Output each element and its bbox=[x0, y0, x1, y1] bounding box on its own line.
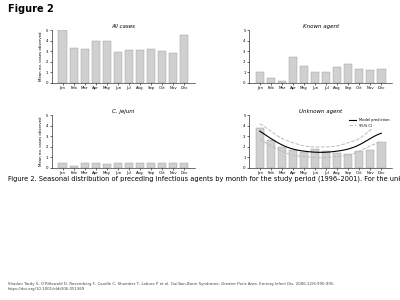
Bar bbox=[344, 64, 352, 83]
Bar bbox=[80, 163, 89, 168]
Bar bbox=[311, 149, 319, 168]
Bar bbox=[169, 53, 177, 83]
Bar bbox=[70, 166, 78, 168]
Bar bbox=[322, 151, 330, 168]
Bar bbox=[136, 50, 144, 83]
Bar bbox=[58, 163, 67, 168]
Title: Unknown agent: Unknown agent bbox=[299, 109, 342, 114]
Bar bbox=[311, 72, 319, 83]
Text: Figure 2: Figure 2 bbox=[8, 4, 54, 14]
Bar bbox=[344, 154, 352, 168]
Bar bbox=[278, 147, 286, 168]
Bar bbox=[289, 150, 297, 168]
Y-axis label: Mean no. cases observed: Mean no. cases observed bbox=[39, 32, 43, 81]
Bar bbox=[147, 163, 155, 168]
Bar bbox=[92, 40, 100, 83]
Bar bbox=[267, 140, 275, 168]
Bar bbox=[377, 69, 386, 83]
Legend: Model prediction, 95% CI: Model prediction, 95% CI bbox=[348, 117, 390, 129]
Bar bbox=[256, 128, 264, 168]
Bar bbox=[333, 67, 341, 83]
Bar bbox=[289, 57, 297, 83]
Bar bbox=[169, 163, 177, 168]
Bar bbox=[158, 51, 166, 83]
Bar bbox=[92, 163, 100, 168]
Bar bbox=[267, 79, 275, 83]
Bar bbox=[355, 151, 364, 168]
Bar bbox=[136, 163, 144, 168]
Text: Shadon Tardy V, O'Rillewald D, Rosemberg F, Caudle C, Shamber T, Lebure P et al.: Shadon Tardy V, O'Rillewald D, Rosemberg… bbox=[8, 282, 334, 291]
Bar bbox=[300, 152, 308, 168]
Bar bbox=[366, 150, 374, 168]
Bar bbox=[125, 50, 133, 83]
Bar bbox=[114, 52, 122, 83]
Bar bbox=[180, 35, 188, 83]
Bar bbox=[70, 48, 78, 83]
Title: Known agent: Known agent bbox=[302, 24, 339, 29]
Bar bbox=[355, 69, 364, 83]
Bar bbox=[180, 163, 188, 168]
Text: Figure 2. Seasonal distribution of preceding infectious agents by month for the : Figure 2. Seasonal distribution of prece… bbox=[8, 176, 400, 182]
Bar bbox=[103, 164, 111, 168]
Bar bbox=[278, 81, 286, 83]
Bar bbox=[158, 163, 166, 168]
Bar bbox=[58, 30, 67, 83]
Bar bbox=[322, 72, 330, 83]
Bar bbox=[103, 40, 111, 83]
Bar bbox=[256, 72, 264, 83]
Bar bbox=[300, 66, 308, 83]
Title: C. jejuni: C. jejuni bbox=[112, 109, 134, 114]
Bar bbox=[80, 49, 89, 83]
Bar bbox=[114, 163, 122, 168]
Bar bbox=[147, 49, 155, 83]
Bar bbox=[366, 70, 374, 83]
Title: All cases: All cases bbox=[112, 24, 136, 29]
Bar bbox=[377, 142, 386, 168]
Bar bbox=[125, 163, 133, 168]
Y-axis label: Mean no. cases observed: Mean no. cases observed bbox=[39, 117, 43, 166]
Bar bbox=[333, 153, 341, 168]
